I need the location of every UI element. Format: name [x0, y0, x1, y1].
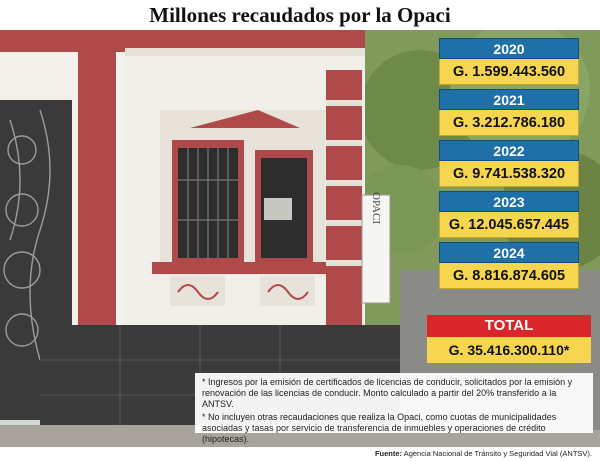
- year-value: G. 3.212.786.180: [439, 110, 579, 136]
- year-value: G. 9.741.538.320: [439, 161, 579, 187]
- year-values-list: 2020 G. 1.599.443.560 2021 G. 3.212.786.…: [439, 38, 579, 293]
- year-card-2023: 2023 G. 12.045.657.445: [439, 191, 579, 238]
- year-card-2024: 2024 G. 8.816.874.605: [439, 242, 579, 289]
- year-label: 2023: [439, 191, 579, 212]
- year-value: G. 1.599.443.560: [439, 59, 579, 85]
- year-card-2020: 2020 G. 1.599.443.560: [439, 38, 579, 85]
- year-label: 2021: [439, 89, 579, 110]
- total-card: TOTAL G. 35.416.300.110*: [427, 315, 591, 363]
- footnotes-box: * Ingresos por la emisión de certificado…: [195, 373, 593, 444]
- year-value: G. 12.045.657.445: [439, 212, 579, 238]
- total-label: TOTAL: [427, 315, 591, 337]
- year-label: 2020: [439, 38, 579, 59]
- total-value: G. 35.416.300.110*: [427, 337, 591, 363]
- year-value: G. 8.816.874.605: [439, 263, 579, 289]
- source-text: Agencia Nacional de Tránsito y Seguridad…: [403, 449, 592, 458]
- footnote: * No incluyen otras recaudaciones que re…: [202, 412, 557, 444]
- year-card-2022: 2022 G. 9.741.538.320: [439, 140, 579, 187]
- chart-title-bar: Millones recaudados por la Opaci: [0, 0, 600, 30]
- year-card-2021: 2021 G. 3.212.786.180: [439, 89, 579, 136]
- chart-title: Millones recaudados por la Opaci: [149, 3, 451, 27]
- year-label: 2022: [439, 140, 579, 161]
- year-label: 2024: [439, 242, 579, 263]
- source-label: Fuente:: [374, 449, 403, 458]
- source-line: Fuente: Agencia Nacional de Tránsito y S…: [0, 447, 600, 461]
- opaci-sign: OPACI: [370, 192, 382, 224]
- footnote: * Ingresos por la emisión de certificado…: [202, 377, 573, 409]
